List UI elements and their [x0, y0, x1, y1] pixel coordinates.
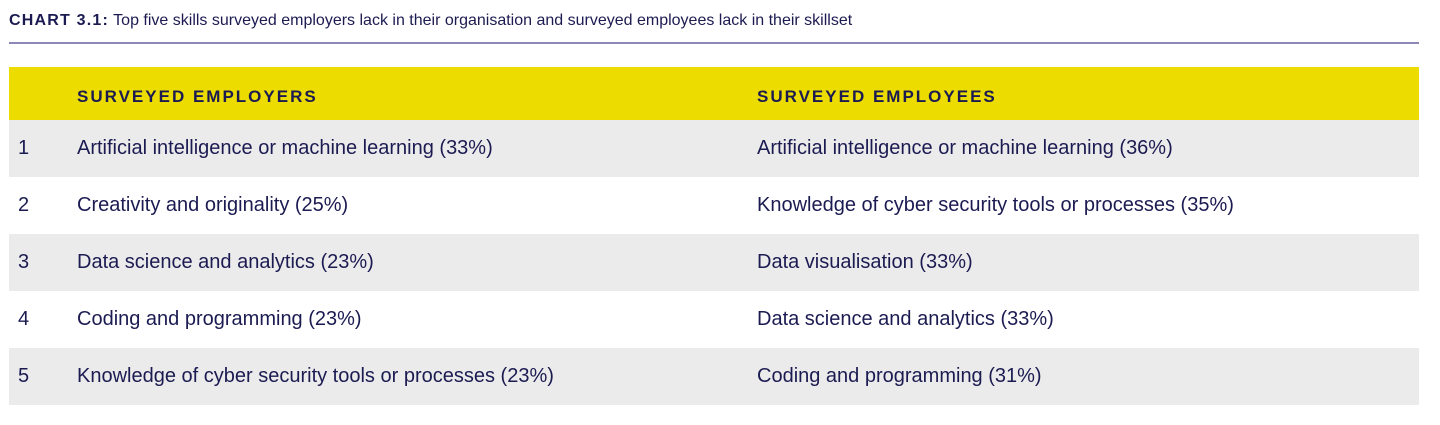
employers-cell: Coding and programming (23%) — [77, 308, 362, 330]
employers-cell: Artificial intelligence or machine learn… — [77, 137, 493, 159]
employees-cell: Artificial intelligence or machine learn… — [757, 137, 1173, 159]
table-row: 2 Creativity and originality (25%) Knowled… — [9, 177, 1419, 234]
employees-cell: Knowledge of cyber security tools or pro… — [757, 194, 1234, 216]
table-header: SURVEYED EMPLOYERS SURVEYED EMPLOYEES — [9, 67, 1419, 120]
employees-cell: Coding and programming (31%) — [757, 365, 1042, 387]
table-row: 4 Coding and programming (23%) Data scienc… — [9, 291, 1419, 348]
header-rank — [9, 67, 77, 120]
employees-cell: Data science and analytics (33%) — [757, 308, 1054, 330]
chart-label: CHART 3.1: — [9, 12, 110, 29]
table-row: 5 Knowledge of cyber security tools or pr… — [9, 348, 1419, 405]
chart-title-text: Top five skills surveyed employers lack … — [113, 12, 853, 29]
skills-table: SURVEYED EMPLOYERS SURVEYED EMPLOYEES 1 A… — [9, 67, 1419, 405]
title-divider — [9, 42, 1419, 44]
employers-cell: Creativity and originality (25%) — [77, 194, 349, 216]
header-employees: SURVEYED EMPLOYEES — [757, 86, 997, 106]
header-employers: SURVEYED EMPLOYERS — [77, 86, 318, 106]
rank-cell: 5 — [18, 365, 30, 387]
table-row: 1 Artificial intelligence or machine lear… — [9, 120, 1419, 177]
employers-cell: Knowledge of cyber security tools or pro… — [77, 365, 554, 387]
employers-cell: Data science and analytics (23%) — [77, 251, 374, 273]
employees-cell: Data visualisation (33%) — [757, 251, 973, 273]
table-row: 3 Data science and analytics (23%) Data vi… — [9, 234, 1419, 291]
rank-cell: 2 — [18, 194, 30, 216]
rank-cell: 1 — [18, 137, 30, 159]
rank-cell: 4 — [18, 308, 30, 330]
rank-cell: 3 — [18, 251, 30, 273]
chart-title: CHART 3.1: Top five skills surveyed empl… — [9, 12, 852, 30]
